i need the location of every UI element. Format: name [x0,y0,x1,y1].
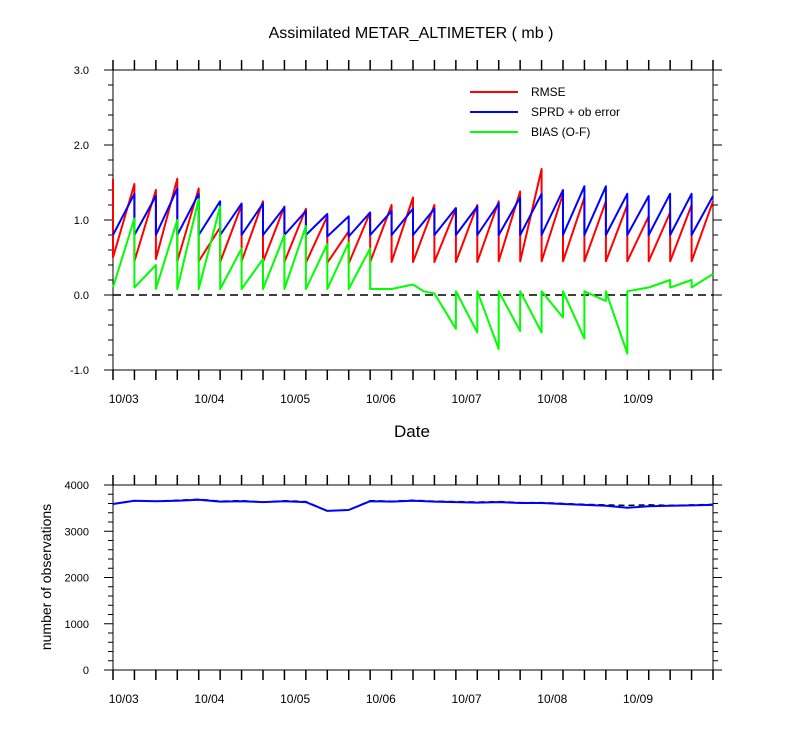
legend: RMSE SPRD + ob error BIAS (O-F) [470,85,620,139]
date-label: 10/08 [537,392,567,406]
date-label: 10/09 [623,392,653,406]
date-label: 10/06 [366,392,396,406]
y-tick-label: 2.0 [74,140,89,152]
x-axis-label: Date [394,422,430,441]
date-label: 10/07 [452,392,482,406]
y-tick-label: 2000 [65,573,89,585]
chart-title: Assimilated METAR_ALTIMETER ( mb ) [269,25,554,42]
top-y-tick-labels: -1.0 0.0 1.0 2.0 3.0 [70,65,89,377]
bottom-plot-frame [112,484,714,671]
y-tick-label: 3000 [65,526,89,538]
bottom-y-tick-labels: 0 1000 2000 3000 4000 [65,480,89,677]
top-series-group [112,168,714,355]
legend-label: SPRD + ob error [531,105,620,119]
series-line-obs-used [112,498,714,512]
bottom-date-labels: 10/03 10/04 10/05 10/06 10/07 10/08 10/09 [109,692,654,706]
legend-label: RMSE [531,85,566,99]
bottom-axis-ticks [104,475,722,680]
top-panel: -1.00.01.02.03.0 10/03 10/04 10/05 10/06 10/… [70,60,722,406]
date-label: 10/04 [194,692,224,706]
y-tick-label: 3.0 [74,65,89,77]
y-tick-label: 1000 [65,619,89,631]
series-line-rmse [112,168,714,265]
date-label: 10/08 [537,692,567,706]
date-label: 10/03 [109,392,139,406]
date-label: 10/07 [452,692,482,706]
top-axis-ticks [104,60,722,380]
top-date-labels: 10/03 10/04 10/05 10/06 10/07 10/08 10/09 [109,392,654,406]
date-label: 10/05 [280,692,310,706]
date-label: 10/09 [623,692,653,706]
y-tick-label: -1.0 [70,365,89,377]
legend-label: BIAS (O-F) [531,125,590,139]
y-tick-label: 1.0 [74,215,89,227]
series-line-bias-o-f [112,198,714,355]
y-tick-label: 0 [83,665,89,677]
date-label: 10/03 [109,692,139,706]
date-label: 10/04 [194,392,224,406]
y-tick-label: 0.0 [74,290,89,302]
date-label: 10/05 [280,392,310,406]
bottom-series-group [112,498,714,512]
y-axis-label-observations: number of observations [38,504,54,650]
series-line-sprd-ob-error [112,185,714,238]
date-label: 10/06 [366,692,396,706]
y-tick-label: 4000 [65,480,89,492]
